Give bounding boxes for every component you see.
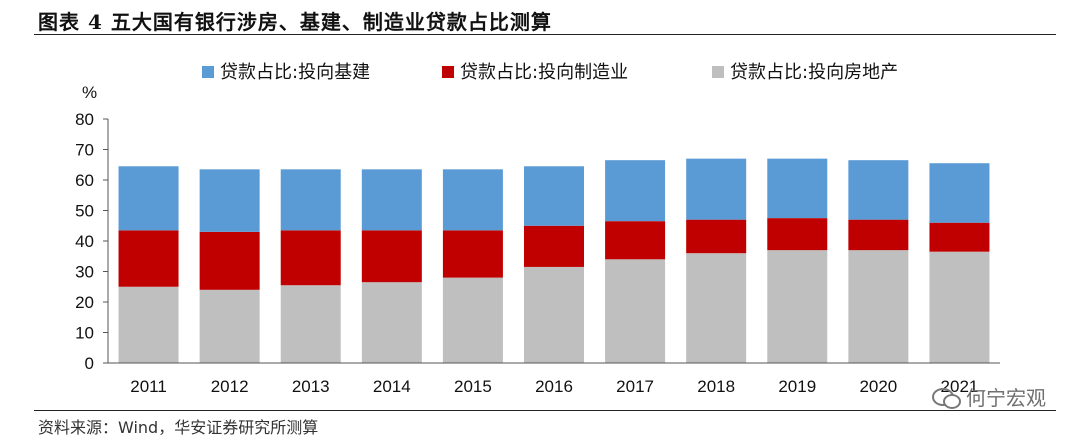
x-tick-label: 2015 xyxy=(454,377,492,396)
bar-2015-series-0 xyxy=(442,277,503,363)
y-axis-unit-label: % xyxy=(82,83,97,102)
bar-2011-series-0 xyxy=(118,286,179,363)
bar-2021-series-0 xyxy=(929,251,990,363)
bar-2019-series-1 xyxy=(767,218,828,251)
chart-legend: 贷款占比:投向基建 贷款占比:投向制造业 贷款占比:投向房地产 xyxy=(202,62,898,83)
y-tick-label: 60 xyxy=(75,171,94,190)
legend-label-2: 贷款占比:投向房地产 xyxy=(730,62,898,83)
y-tick-label: 50 xyxy=(75,202,94,221)
bar-2016-series-0 xyxy=(524,266,584,363)
bar-2020-series-2 xyxy=(848,160,909,220)
x-tick-label: 2019 xyxy=(778,377,816,396)
bar-2018-series-0 xyxy=(686,253,747,363)
legend-swatch-1 xyxy=(442,66,454,78)
bars-group xyxy=(118,158,990,363)
watermark-text: 何宁宏观 xyxy=(966,386,1046,410)
legend-label-0: 贷款占比:投向基建 xyxy=(220,62,370,83)
bar-2013-series-2 xyxy=(280,169,341,231)
bar-2016-series-1 xyxy=(524,225,584,267)
bar-2013-series-0 xyxy=(280,285,341,363)
y-tick-label: 40 xyxy=(75,232,94,251)
y-tick-label: 80 xyxy=(75,110,94,129)
source-note: 资料来源：Wind，华安证券研究所测算 xyxy=(38,418,319,437)
watermark: 何宁宏观 xyxy=(932,382,1046,411)
bar-2012-series-1 xyxy=(199,231,260,290)
title-rule xyxy=(34,34,1056,35)
x-tick-label: 2020 xyxy=(859,377,897,396)
bar-2014-series-0 xyxy=(361,282,422,363)
bar-2021-series-2 xyxy=(929,163,990,223)
y-axis: 0 10 20 30 40 50 60 70 80 xyxy=(75,110,109,373)
bar-2019-series-2 xyxy=(767,158,828,219)
stacked-bar-chart: 贷款占比:投向基建 贷款占比:投向制造业 贷款占比:投向房地产 % 0 10 20 30 4… xyxy=(75,62,1000,396)
x-tick-label: 2014 xyxy=(373,377,411,396)
x-tick-label: 2011 xyxy=(130,377,167,396)
y-tick-label: 20 xyxy=(75,293,94,312)
bar-2013-series-1 xyxy=(280,230,341,286)
bar-2017-series-1 xyxy=(605,221,666,260)
y-tick-label: 70 xyxy=(75,141,94,160)
bar-2017-series-2 xyxy=(605,160,666,222)
wechat-icon xyxy=(932,386,961,409)
bar-2011-series-1 xyxy=(118,230,179,287)
y-tick-label: 10 xyxy=(75,324,94,343)
bar-2012-series-0 xyxy=(199,289,260,363)
x-tick-label: 2017 xyxy=(616,377,654,396)
bar-2020-series-1 xyxy=(848,219,909,251)
bar-2018-series-2 xyxy=(686,158,747,220)
footer-rule xyxy=(34,410,1056,411)
y-tick-label: 0 xyxy=(85,354,94,373)
bar-2016-series-2 xyxy=(524,166,584,226)
bar-2021-series-1 xyxy=(929,222,990,252)
bar-2011-series-2 xyxy=(118,166,179,231)
y-tick-label: 30 xyxy=(75,263,94,282)
chart-title: 图表 4 五大国有银行涉房、基建、制造业贷款占比测算 xyxy=(38,10,552,34)
legend-swatch-0 xyxy=(202,66,214,78)
bar-2018-series-1 xyxy=(686,219,747,254)
bar-2012-series-2 xyxy=(199,169,260,232)
x-tick-label: 2016 xyxy=(535,377,573,396)
x-axis: 2011 2012 2013 2014 2015 2016 2017 2018 2019 2020… xyxy=(108,362,1000,396)
bar-2020-series-0 xyxy=(848,250,909,363)
x-tick-label: 2018 xyxy=(697,377,735,396)
bar-2019-series-0 xyxy=(767,250,828,363)
bar-2014-series-2 xyxy=(361,169,422,231)
legend-label-1: 贷款占比:投向制造业 xyxy=(460,62,628,83)
x-tick-label: 2013 xyxy=(292,377,330,396)
bar-2015-series-2 xyxy=(442,169,503,231)
bar-2014-series-1 xyxy=(361,230,422,283)
bar-2015-series-1 xyxy=(442,230,503,278)
legend-swatch-2 xyxy=(712,66,724,78)
bar-2017-series-0 xyxy=(605,259,666,363)
x-tick-label: 2012 xyxy=(211,377,249,396)
